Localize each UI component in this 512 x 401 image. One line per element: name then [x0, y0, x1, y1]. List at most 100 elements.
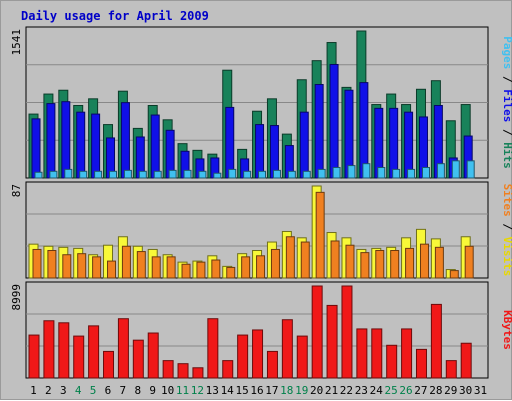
visits-bar-sites-19 [300, 241, 310, 279]
kbytes-bar-kbytes-24 [371, 328, 383, 379]
kbytes-bar-kbytes-21 [326, 304, 338, 379]
kbytes-bar-kbytes-11 [177, 363, 189, 379]
hits-bar-files-5 [91, 113, 101, 179]
visits-bar-sites-2 [47, 250, 57, 279]
visits-bar-sites-21 [330, 240, 340, 279]
hits-bar-pages-29 [451, 160, 460, 179]
visits-bar-sites-9 [151, 256, 161, 279]
visits-legend: Sites / Visits [501, 184, 512, 277]
kbytes-legend-part-0: KBytes [501, 310, 512, 350]
x-tick-label-31: 31 [474, 384, 487, 397]
hits-legend-part-3: / [501, 122, 512, 142]
hits-legend-part-4: Hits [501, 142, 512, 169]
visits-bar-sites-26 [405, 247, 415, 279]
visits-bar-sites-5 [92, 256, 102, 279]
hits-bar-pages-19 [302, 170, 311, 179]
hits-bar-pages-11 [183, 169, 192, 179]
hits-bar-files-4 [76, 111, 86, 179]
hits-legend-part-2: Files [501, 89, 512, 122]
kbytes-bar-kbytes-17 [266, 350, 278, 379]
hits-bar-files-1 [31, 118, 41, 179]
kbytes-bar-kbytes-4 [73, 335, 85, 379]
kbytes-bar-kbytes-15 [237, 334, 249, 379]
kbytes-bar-kbytes-27 [415, 348, 427, 379]
kbytes-max-label: 8999 [10, 284, 23, 311]
hits-bar-files-9 [150, 114, 160, 179]
visits-bar-sites-28 [434, 246, 444, 279]
x-tick-label-26: 26 [399, 384, 412, 397]
kbytes-bar-kbytes-9 [147, 332, 159, 379]
hits-bar-pages-28 [436, 163, 445, 179]
visits-bar-sites-16 [256, 255, 266, 279]
hits-bar-files-19 [299, 111, 309, 179]
hits-bar-pages-5 [94, 170, 103, 179]
visits-max-label: 87 [10, 184, 23, 197]
hits-bar-files-16 [255, 124, 265, 179]
kbytes-legend: KBytes [501, 310, 512, 350]
hits-bar-files-21 [329, 63, 339, 179]
kbytes-bar-kbytes-13 [207, 318, 219, 379]
x-tick-label-13: 13 [206, 384, 219, 397]
hits-bar-pages-20 [317, 168, 326, 179]
x-tick-label-25: 25 [385, 384, 398, 397]
x-tick-label-19: 19 [295, 384, 308, 397]
kbytes-bar-kbytes-26 [401, 328, 413, 379]
hits-bar-pages-12 [198, 170, 207, 179]
kbytes-bar-kbytes-22 [341, 285, 353, 379]
hits-bar-files-25 [389, 107, 399, 179]
x-tick-label-12: 12 [191, 384, 204, 397]
hits-bar-files-3 [61, 101, 71, 179]
x-tick-label-28: 28 [429, 384, 442, 397]
hits-bar-files-22 [344, 89, 354, 179]
x-tick-label-18: 18 [280, 384, 293, 397]
hits-bar-pages-27 [421, 167, 430, 179]
visits-legend-part-2: Visits [501, 237, 512, 277]
visits-bar-sites-6 [107, 260, 117, 279]
hits-bar-pages-26 [407, 168, 416, 179]
hits-bar-pages-17 [272, 169, 281, 179]
x-tick-label-17: 17 [265, 384, 278, 397]
kbytes-bar-kbytes-25 [386, 344, 398, 379]
x-tick-label-15: 15 [235, 384, 248, 397]
hits-bar-pages-25 [392, 168, 401, 179]
visits-bar-sites-27 [419, 243, 429, 279]
hits-bar-pages-24 [377, 167, 386, 179]
kbytes-bar-kbytes-10 [162, 360, 174, 379]
visits-legend-part-0: Sites [501, 184, 512, 217]
hits-bar-pages-22 [347, 165, 356, 179]
hits-legend-part-1: / [501, 69, 512, 89]
x-tick-label-2: 2 [45, 384, 52, 397]
visits-bar-sites-15 [241, 256, 251, 279]
hits-bar-files-7 [120, 102, 130, 179]
x-tick-label-22: 22 [340, 384, 353, 397]
x-tick-label-5: 5 [90, 384, 97, 397]
hits-bar-files-26 [404, 111, 414, 179]
visits-bar-sites-10 [166, 256, 176, 279]
hits-bar-pages-13 [213, 172, 222, 179]
x-tick-label-23: 23 [355, 384, 368, 397]
hits-bar-pages-8 [138, 170, 147, 179]
kbytes-bar-kbytes-1 [28, 334, 40, 379]
hits-bar-pages-1 [34, 171, 43, 179]
kbytes-bar-kbytes-8 [132, 339, 144, 379]
x-tick-label-6: 6 [105, 384, 112, 397]
kbytes-bar-kbytes-3 [58, 322, 70, 379]
visits-bar-sites-22 [345, 244, 355, 279]
x-tick-label-1: 1 [30, 384, 37, 397]
kbytes-bar-kbytes-30 [460, 342, 472, 379]
visits-bar-sites-3 [62, 254, 72, 279]
x-tick-label-4: 4 [75, 384, 82, 397]
x-tick-label-16: 16 [250, 384, 263, 397]
x-tick-label-11: 11 [176, 384, 189, 397]
hits-bar-pages-7 [123, 169, 132, 179]
visits-bar-sites-18 [285, 236, 295, 279]
hits-bar-pages-10 [168, 169, 177, 179]
hits-bar-pages-9 [153, 170, 162, 179]
visits-bar-sites-12 [196, 261, 206, 279]
visits-legend-part-1: / [501, 217, 512, 237]
kbytes-bar-kbytes-19 [296, 335, 308, 379]
x-tick-label-29: 29 [444, 384, 457, 397]
kbytes-bar-kbytes-6 [103, 350, 115, 379]
